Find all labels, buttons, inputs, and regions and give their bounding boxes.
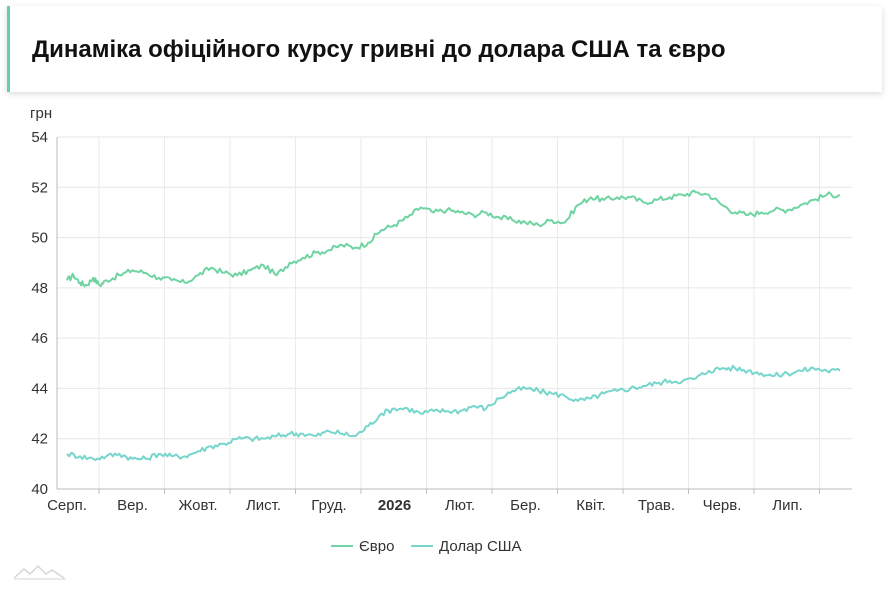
x-tick-label: Лют. xyxy=(445,497,475,514)
legend-label: Євро xyxy=(359,538,394,555)
y-tick-label: 42 xyxy=(31,431,48,448)
y-tick-label: 44 xyxy=(31,380,48,397)
legend-label: Долар США xyxy=(439,538,522,555)
x-tick-label: Лип. xyxy=(772,497,803,514)
x-tick-label: 2026 xyxy=(378,497,411,514)
y-tick-label: 46 xyxy=(31,330,48,347)
x-tick-label: Квіт. xyxy=(576,497,605,514)
series-line-usd xyxy=(66,364,841,461)
x-tick-label: Серп. xyxy=(47,497,87,514)
x-tick-label: Вер. xyxy=(117,497,148,514)
series-line-euro xyxy=(66,189,841,288)
y-tick-label: 48 xyxy=(31,280,48,297)
x-tick-label: Груд. xyxy=(311,497,346,514)
x-tick-label: Жовт. xyxy=(178,497,217,514)
y-tick-label: 54 xyxy=(31,129,48,146)
x-tick-label: Трав. xyxy=(638,497,675,514)
title-card: Динаміка офіційного курсу гривні до дола… xyxy=(7,6,882,92)
chart-title: Динаміка офіційного курсу гривні до дола… xyxy=(32,36,726,63)
y-tick-label: 52 xyxy=(31,179,48,196)
x-tick-label: Бер. xyxy=(510,497,541,514)
y-tick-label: 40 xyxy=(31,481,48,498)
y-unit-label: грн xyxy=(30,105,52,122)
x-tick-label: Лист. xyxy=(246,497,281,514)
y-tick-label: 50 xyxy=(31,230,48,247)
exchange-rate-chart: грн 40 42 44 46 48 50 52 54 Серп. Вер. Жовт. Лист. Гр… xyxy=(30,105,852,555)
watermark-logo-icon xyxy=(13,564,66,580)
x-tick-label: Черв. xyxy=(703,497,742,514)
